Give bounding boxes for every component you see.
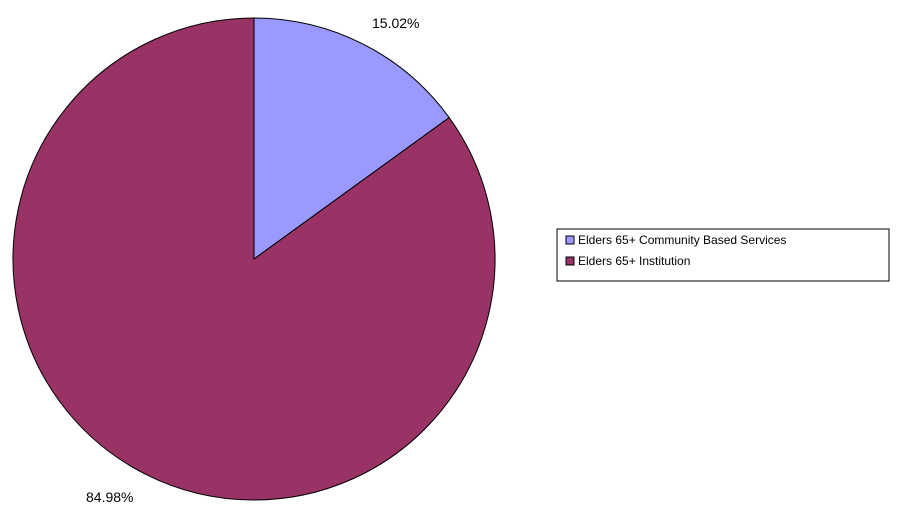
data-labels: 15.02% 84.98% bbox=[86, 15, 419, 505]
legend-swatch-2 bbox=[565, 256, 575, 266]
data-label-2: 84.98% bbox=[86, 489, 133, 505]
data-label-1: 15.02% bbox=[372, 15, 419, 31]
pie-slices bbox=[12, 17, 496, 501]
legend-box bbox=[556, 228, 890, 282]
pie-slice-1 bbox=[253, 17, 450, 260]
legend: Elders 65+ Community Based Services Elder… bbox=[556, 228, 890, 282]
legend-label-1: Elders 65+ Community Based Services bbox=[578, 233, 786, 247]
legend-label-2: Elders 65+ Institution bbox=[578, 254, 690, 268]
legend-swatch-1 bbox=[565, 235, 575, 245]
pie-slice-2 bbox=[12, 17, 496, 501]
